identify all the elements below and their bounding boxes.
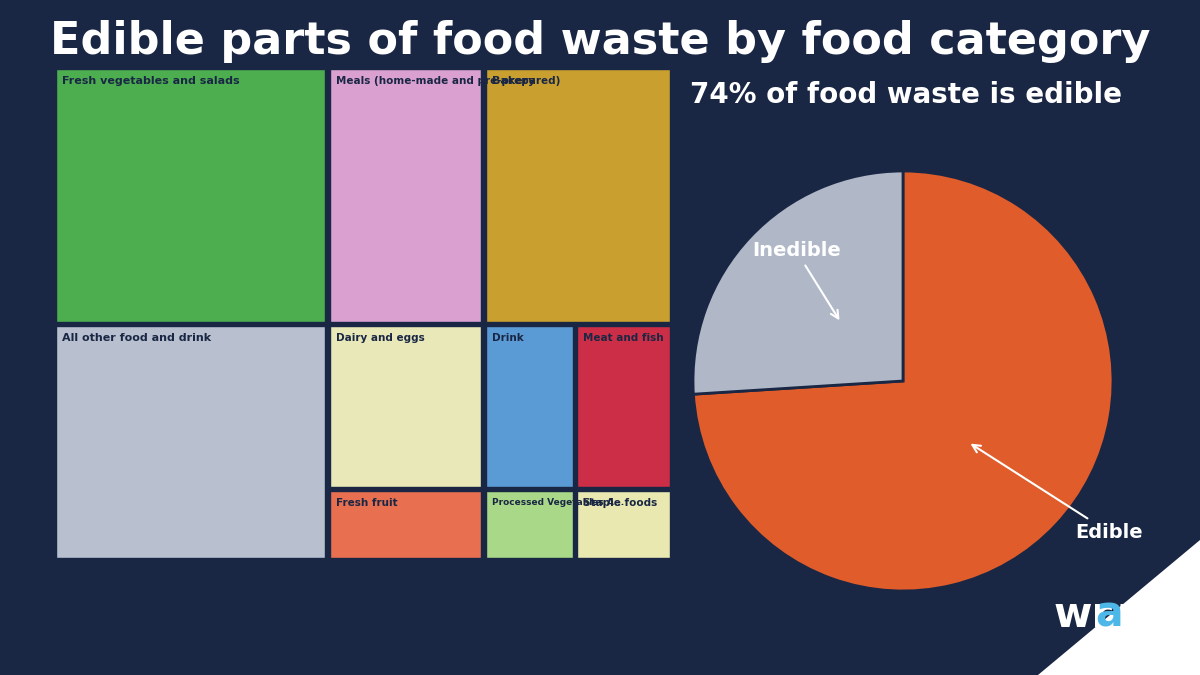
FancyBboxPatch shape	[486, 491, 572, 558]
FancyBboxPatch shape	[330, 491, 481, 558]
FancyBboxPatch shape	[330, 70, 481, 322]
FancyBboxPatch shape	[56, 70, 325, 322]
Text: Meals (home-made and pre-prepared): Meals (home-made and pre-prepared)	[336, 76, 560, 86]
Wedge shape	[694, 171, 1112, 591]
Text: Fresh vegetables and salads: Fresh vegetables and salads	[62, 76, 240, 86]
Text: p: p	[1116, 594, 1146, 636]
Text: Edible: Edible	[972, 445, 1142, 542]
FancyBboxPatch shape	[486, 326, 572, 487]
FancyBboxPatch shape	[330, 326, 481, 487]
Text: Bakery: Bakery	[492, 76, 535, 86]
Text: Fresh fruit: Fresh fruit	[336, 497, 397, 508]
Text: Processed Vegetables A...: Processed Vegetables A...	[492, 497, 624, 507]
Text: Dairy and eggs: Dairy and eggs	[336, 333, 425, 343]
Text: a: a	[1096, 594, 1123, 636]
Text: Staple foods: Staple foods	[583, 497, 658, 508]
Text: Edible parts of food waste by food category: Edible parts of food waste by food categ…	[50, 20, 1150, 63]
Text: wr: wr	[1054, 594, 1112, 636]
Text: Inedible: Inedible	[751, 241, 840, 319]
Wedge shape	[694, 171, 904, 394]
FancyBboxPatch shape	[56, 326, 325, 558]
Text: Meat and fish: Meat and fish	[583, 333, 664, 343]
FancyBboxPatch shape	[577, 491, 670, 558]
FancyBboxPatch shape	[577, 326, 670, 487]
FancyBboxPatch shape	[486, 70, 670, 322]
Text: Drink: Drink	[492, 333, 523, 343]
Text: 74% of food waste is edible: 74% of food waste is edible	[690, 81, 1122, 109]
Text: All other food and drink: All other food and drink	[62, 333, 211, 343]
